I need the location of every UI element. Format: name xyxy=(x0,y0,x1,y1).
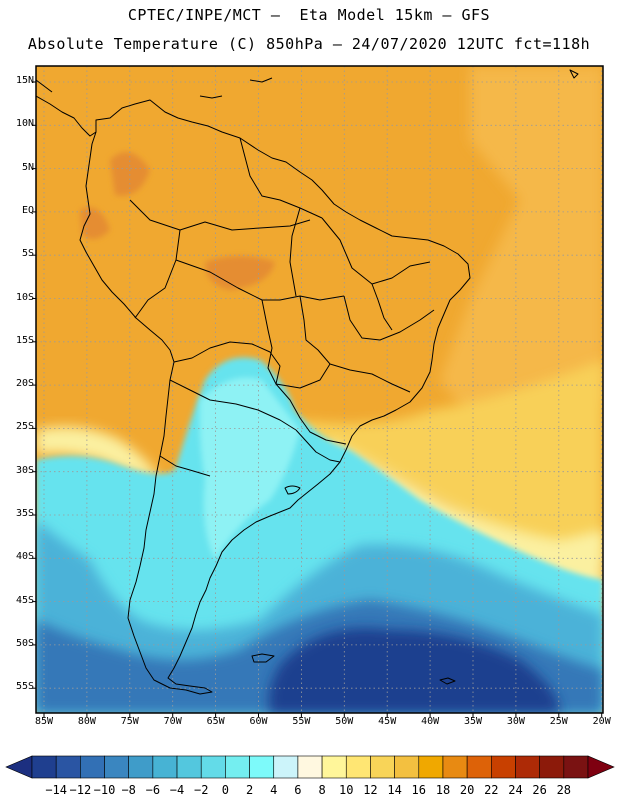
lon-label: 85W xyxy=(34,716,54,727)
colorbar-label: 14 xyxy=(387,783,402,797)
lat-label: 50S xyxy=(15,637,34,649)
lon-label: 50W xyxy=(335,716,354,727)
colorbar-label: 24 xyxy=(508,783,523,797)
lat-label: 15N xyxy=(15,75,34,86)
colorbar-swatch xyxy=(515,755,540,779)
colorbar-swatch xyxy=(273,755,299,779)
colorbar-label: 2 xyxy=(245,783,254,797)
colorbar-label: −6 xyxy=(145,783,161,797)
lat-label: EQ xyxy=(21,204,34,216)
colorbar-label: 28 xyxy=(556,783,572,797)
colorbar-swatch xyxy=(225,755,250,779)
lon-label: 45W xyxy=(378,716,397,727)
lon-label: 55W xyxy=(292,716,311,727)
colorbar-label: 0 xyxy=(221,783,229,797)
lat-label: 15S xyxy=(15,334,34,346)
lat-label: 25S xyxy=(15,421,34,433)
colorbar-swatch xyxy=(31,755,57,779)
lon-label: 80W xyxy=(77,716,96,727)
colorbar-swatch xyxy=(442,755,468,779)
lon-label: 60W xyxy=(249,716,268,727)
south-america-coastline xyxy=(79,99,471,695)
colorbar-label: 6 xyxy=(294,783,302,797)
colorbar xyxy=(5,755,615,779)
temperature-field xyxy=(36,66,603,713)
colorbar-swatch xyxy=(321,755,347,779)
lon-label: 65W xyxy=(206,716,225,727)
colorbar-max-arrow xyxy=(587,755,615,779)
colorbar-label: 16 xyxy=(411,783,426,797)
lon-label: 30W xyxy=(506,716,525,727)
colorbar-swatch xyxy=(104,755,129,779)
colorbar-swatch xyxy=(563,755,589,779)
colorbar-swatch xyxy=(200,755,226,779)
colorbar-label: 10 xyxy=(339,783,354,797)
colorbar-label: 12 xyxy=(363,783,378,797)
lon-label: 75W xyxy=(120,716,139,727)
lat-label: 10S xyxy=(15,291,34,303)
colorbar-swatch xyxy=(80,755,105,779)
colorbar-swatch xyxy=(249,755,275,779)
colorbar-swatch xyxy=(418,755,444,779)
map-frame xyxy=(35,65,604,714)
colorbar-swatch xyxy=(345,755,371,779)
lat-label: 55S xyxy=(15,681,34,693)
colorbar-swatch xyxy=(466,755,492,779)
lat-label: 20S xyxy=(15,378,34,390)
colorbar-label: 4 xyxy=(270,783,278,797)
colorbar-min-arrow xyxy=(5,755,33,779)
lon-label: 40W xyxy=(421,716,440,727)
colorbar-label: 8 xyxy=(318,783,326,797)
lat-label: 5N xyxy=(21,161,34,173)
lon-label: 35W xyxy=(463,716,483,727)
colorbar-swatch xyxy=(370,755,395,779)
colorbar-label: −10 xyxy=(93,783,116,797)
colorbar-label: −14 xyxy=(45,783,68,797)
lat-label: 45S xyxy=(15,594,34,606)
colorbar-label: 18 xyxy=(435,783,451,797)
lon-label: 70W xyxy=(163,716,182,727)
colorbar-swatch xyxy=(55,755,81,779)
lat-label: 40S xyxy=(15,551,34,563)
lon-label: 20W xyxy=(592,716,611,727)
map-title-line1: CPTEC/INPE/MCT – Eta Model 15km – GFS xyxy=(127,6,491,24)
colorbar-label: −4 xyxy=(169,783,185,797)
colorbar-swatch xyxy=(152,755,178,779)
lat-label: 35S xyxy=(15,508,34,519)
colorbar-swatch xyxy=(491,755,516,779)
lat-label: 5S xyxy=(21,248,34,260)
colorbar-label: 26 xyxy=(532,783,547,797)
lat-label: 10N xyxy=(15,118,34,130)
colorbar-label: −8 xyxy=(121,783,136,797)
colorbar-label: −2 xyxy=(193,783,209,797)
colorbar-swatch xyxy=(394,755,420,779)
colorbar-swatch xyxy=(297,755,323,779)
colorbar-label: 20 xyxy=(459,783,475,797)
map-title-line2: Absolute Temperature (C) 850hPa – 24/07/… xyxy=(27,35,591,53)
colorbar-swatch xyxy=(539,755,565,779)
colorbar-label: 22 xyxy=(484,783,499,797)
colorbar-swatch xyxy=(128,755,154,779)
colorbar-swatch xyxy=(176,755,202,779)
colorbar-label: −12 xyxy=(69,783,92,797)
lon-label: 25W xyxy=(549,716,568,727)
lat-label: 30S xyxy=(15,464,34,476)
